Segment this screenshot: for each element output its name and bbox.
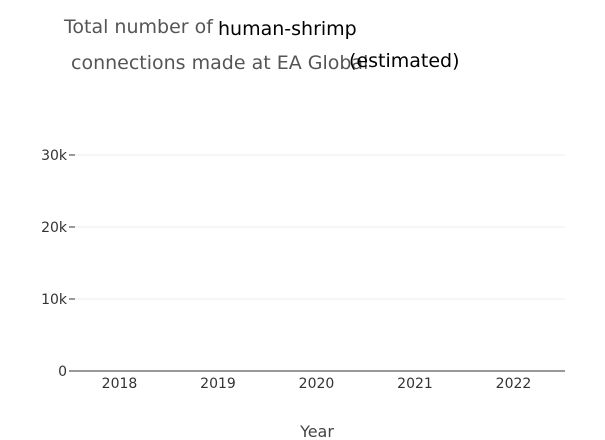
- y-tick-label: 20k: [41, 220, 68, 236]
- chart-title-part4: (estimated): [349, 50, 460, 72]
- x-tick-label: 2022: [496, 376, 532, 392]
- x-axis: 2018 2019 2020 2021 2022: [75, 370, 565, 392]
- y-axis: 0 10k 20k 30k: [41, 148, 75, 380]
- x-tick-label: 2019: [200, 376, 236, 392]
- x-tick-label: 2020: [299, 376, 335, 392]
- y-tick-label: 0: [58, 364, 67, 380]
- chart-title-part1: Total number of: [64, 16, 213, 38]
- x-tick-label: 2021: [397, 376, 433, 392]
- x-axis-title: Year: [299, 422, 334, 440]
- y-tick-label: 30k: [41, 148, 68, 164]
- chart-title-part2: human-shrimp: [218, 18, 357, 40]
- grid-lines: [75, 154, 565, 300]
- chart-title-part3: connections made at EA Global: [71, 52, 369, 74]
- x-tick-label: 2018: [102, 376, 138, 392]
- y-tick-label: 10k: [41, 292, 68, 308]
